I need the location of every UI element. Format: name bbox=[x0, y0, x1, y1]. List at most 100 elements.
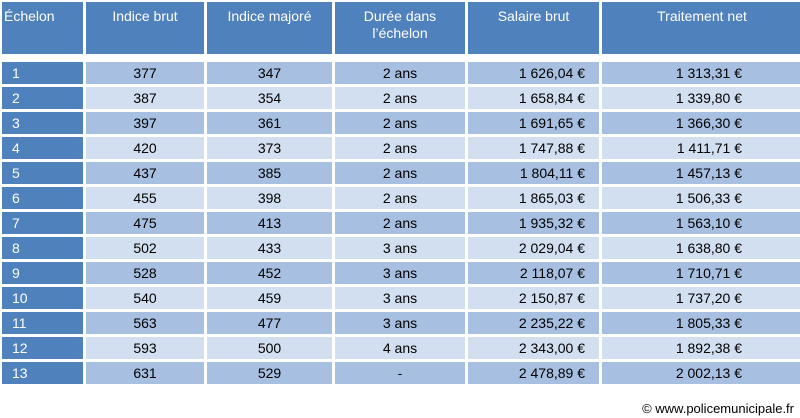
traitement-net-cell: 1 313,31 € bbox=[602, 62, 800, 84]
table-row: 13 631 529-2 478,89 €2 002,13 € bbox=[2, 362, 800, 384]
salaire-brut-cell: 2 235,22 € bbox=[468, 312, 599, 334]
echelon-cell: 12 bbox=[2, 337, 83, 359]
traitement-net-cell: 1 710,71 € bbox=[602, 262, 800, 284]
table-row: 1 377 347 2 ans 1 626,04 €1 313,31 € bbox=[2, 62, 800, 84]
indice-brut-cell: 397 bbox=[86, 112, 204, 134]
salaire-brut-cell: 1 865,03 € bbox=[468, 187, 599, 209]
echelon-cell: 9 bbox=[2, 262, 83, 284]
salaire-brut-cell: 2 118,07 € bbox=[468, 262, 599, 284]
salaire-brut-cell: 2 150,87 € bbox=[468, 287, 599, 309]
duree-cell: 3 ans bbox=[335, 262, 465, 284]
traitement-net-cell: 1 638,80 € bbox=[602, 237, 800, 259]
traitement-net-cell: 1 411,71 € bbox=[602, 137, 800, 159]
duree-cell: 2 ans bbox=[335, 62, 465, 84]
traitement-net-cell: 1 339,80 € bbox=[602, 87, 800, 109]
header-salaire-brut: Salaire brut bbox=[468, 2, 599, 54]
echelon-cell: 10 bbox=[2, 287, 83, 309]
traitement-net-cell: 2 002,13 € bbox=[602, 362, 800, 384]
traitement-net-cell: 1 563,10 € bbox=[602, 212, 800, 234]
echelon-cell: 5 bbox=[2, 162, 83, 184]
indice-brut-cell: 593 bbox=[86, 337, 204, 359]
indice-brut-cell: 377 bbox=[86, 62, 204, 84]
indice-brut-cell: 540 bbox=[86, 287, 204, 309]
indice-majore-cell: 354 bbox=[207, 87, 332, 109]
traitement-net-cell: 1 737,20 € bbox=[602, 287, 800, 309]
table-body: 1 377 347 2 ans 1 626,04 €1 313,31 €2 387 354 2… bbox=[2, 57, 800, 384]
duree-cell: 2 ans bbox=[335, 137, 465, 159]
salaire-brut-cell: 1 935,32 € bbox=[468, 212, 599, 234]
traitement-net-cell: 1 892,38 € bbox=[602, 337, 800, 359]
indice-majore-cell: 459 bbox=[207, 287, 332, 309]
traitement-net-cell: 1 457,13 € bbox=[602, 162, 800, 184]
indice-majore-cell: 529 bbox=[207, 362, 332, 384]
copyright-footer: © www.policemunicipale.fr bbox=[642, 401, 794, 416]
traitement-net-cell: 1 366,30 € bbox=[602, 112, 800, 134]
table-row: 6 455 398 2 ans 1 865,03 €1 506,33 € bbox=[2, 187, 800, 209]
table-row: 10 540 459 3 ans 2 150,87 €1 737,20 € bbox=[2, 287, 800, 309]
header-row: Échelon Indice brut Indice majoré Durée … bbox=[2, 2, 800, 54]
duree-cell: 3 ans bbox=[335, 312, 465, 334]
table-row: 4 420 373 2 ans 1 747,88 €1 411,71 € bbox=[2, 137, 800, 159]
indice-majore-cell: 361 bbox=[207, 112, 332, 134]
indice-majore-cell: 477 bbox=[207, 312, 332, 334]
indice-majore-cell: 500 bbox=[207, 337, 332, 359]
echelon-cell: 2 bbox=[2, 87, 83, 109]
table-row: 9 528 452 3 ans 2 118,07 €1 710,71 € bbox=[2, 262, 800, 284]
indice-brut-cell: 420 bbox=[86, 137, 204, 159]
indice-majore-cell: 433 bbox=[207, 237, 332, 259]
echelon-cell: 8 bbox=[2, 237, 83, 259]
indice-majore-cell: 385 bbox=[207, 162, 332, 184]
echelon-cell: 6 bbox=[2, 187, 83, 209]
header-traitement-net: Traitement net bbox=[602, 2, 800, 54]
salaire-brut-cell: 1 658,84 € bbox=[468, 87, 599, 109]
echelon-cell: 7 bbox=[2, 212, 83, 234]
indice-majore-cell: 398 bbox=[207, 187, 332, 209]
table-row: 11 563 477 3 ans 2 235,22 €1 805,33 € bbox=[2, 312, 800, 334]
table-row: 12 593 500 4 ans 2 343,00 €1 892,38 € bbox=[2, 337, 800, 359]
echelon-cell: 3 bbox=[2, 112, 83, 134]
duree-cell: 3 ans bbox=[335, 287, 465, 309]
salary-grid-table: Échelon Indice brut Indice majoré Durée … bbox=[2, 2, 800, 384]
table-row: 2 387 354 2 ans 1 658,84 €1 339,80 € bbox=[2, 87, 800, 109]
duree-cell: 2 ans bbox=[335, 112, 465, 134]
duree-cell: 2 ans bbox=[335, 162, 465, 184]
indice-brut-cell: 528 bbox=[86, 262, 204, 284]
indice-majore-cell: 413 bbox=[207, 212, 332, 234]
echelon-cell: 1 bbox=[2, 62, 83, 84]
duree-cell: - bbox=[335, 362, 465, 384]
echelon-cell: 11 bbox=[2, 312, 83, 334]
table-row: 3 397 361 2 ans 1 691,65 €1 366,30 € bbox=[2, 112, 800, 134]
header-echelon: Échelon bbox=[2, 2, 83, 54]
duree-cell: 4 ans bbox=[335, 337, 465, 359]
salaire-brut-cell: 1 626,04 € bbox=[468, 62, 599, 84]
salaire-brut-cell: 1 747,88 € bbox=[468, 137, 599, 159]
traitement-net-cell: 1 506,33 € bbox=[602, 187, 800, 209]
traitement-net-cell: 1 805,33 € bbox=[602, 312, 800, 334]
indice-majore-cell: 347 bbox=[207, 62, 332, 84]
indice-majore-cell: 452 bbox=[207, 262, 332, 284]
indice-brut-cell: 502 bbox=[86, 237, 204, 259]
indice-majore-cell: 373 bbox=[207, 137, 332, 159]
salaire-brut-cell: 1 691,65 € bbox=[468, 112, 599, 134]
salaire-brut-cell: 2 343,00 € bbox=[468, 337, 599, 359]
indice-brut-cell: 455 bbox=[86, 187, 204, 209]
salaire-brut-cell: 2 478,89 € bbox=[468, 362, 599, 384]
header-indice-majore: Indice majoré bbox=[207, 2, 332, 54]
indice-brut-cell: 563 bbox=[86, 312, 204, 334]
salaire-brut-cell: 2 029,04 € bbox=[468, 237, 599, 259]
duree-cell: 2 ans bbox=[335, 187, 465, 209]
echelon-cell: 4 bbox=[2, 137, 83, 159]
duree-cell: 2 ans bbox=[335, 212, 465, 234]
table-row: 8 502 433 3 ans 2 029,04 €1 638,80 € bbox=[2, 237, 800, 259]
table-row: 5 437 385 2 ans 1 804,11 €1 457,13 € bbox=[2, 162, 800, 184]
table-row: 7 475 413 2 ans 1 935,32 €1 563,10 € bbox=[2, 212, 800, 234]
indice-brut-cell: 387 bbox=[86, 87, 204, 109]
indice-brut-cell: 631 bbox=[86, 362, 204, 384]
header-duree: Durée dans l’échelon bbox=[335, 2, 465, 54]
indice-brut-cell: 475 bbox=[86, 212, 204, 234]
echelon-cell: 13 bbox=[2, 362, 83, 384]
header-indice-brut: Indice brut bbox=[86, 2, 204, 54]
indice-brut-cell: 437 bbox=[86, 162, 204, 184]
salaire-brut-cell: 1 804,11 € bbox=[468, 162, 599, 184]
duree-cell: 2 ans bbox=[335, 87, 465, 109]
